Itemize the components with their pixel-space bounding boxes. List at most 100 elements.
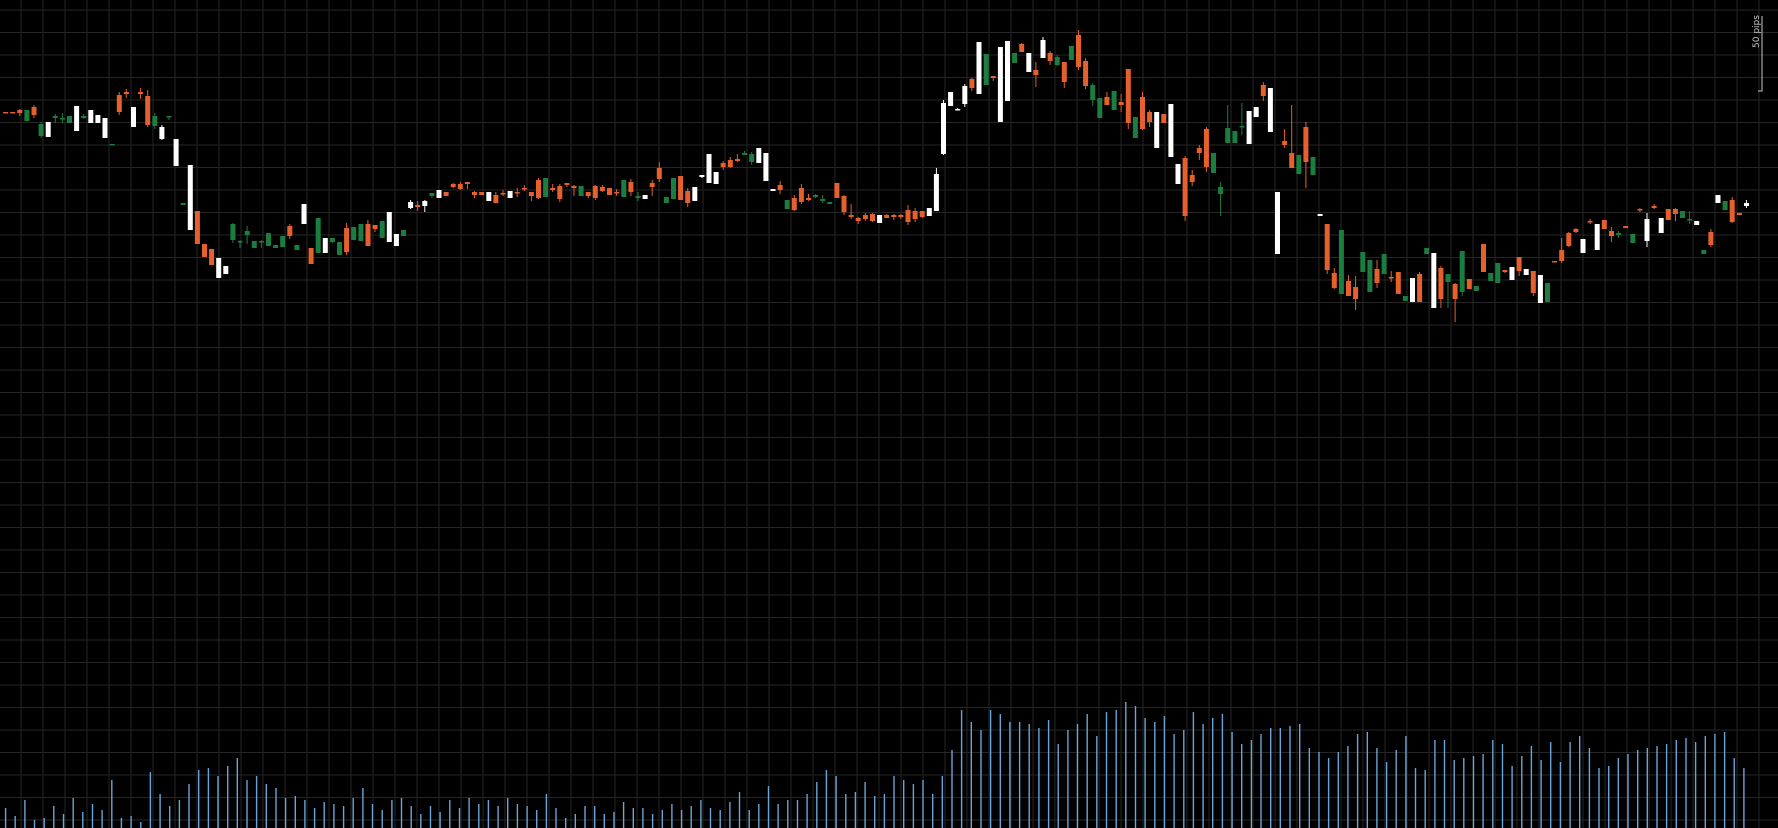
candle-body: [450, 184, 456, 187]
candle-body: [1289, 153, 1295, 168]
candle: [791, 195, 797, 211]
candle: [429, 193, 435, 198]
candle-body: [1196, 148, 1202, 153]
candle-body: [1054, 57, 1060, 65]
candle: [1189, 170, 1195, 186]
candle-body: [216, 258, 222, 278]
candle-body: [187, 165, 193, 230]
candle: [1445, 274, 1451, 308]
candle-body: [933, 174, 939, 211]
candle-body: [500, 193, 506, 195]
scale-label: 50 pips: [1752, 15, 1762, 48]
candle-body: [1545, 283, 1550, 302]
candle: [1488, 273, 1494, 281]
candle-body: [877, 215, 883, 223]
candle: [1026, 53, 1032, 72]
candle-body: [1168, 104, 1174, 157]
candle: [1530, 271, 1536, 296]
candle: [1381, 254, 1387, 274]
candle: [1438, 266, 1444, 308]
candle-body: [756, 148, 762, 163]
candle: [1665, 209, 1671, 220]
candle-body: [81, 116, 87, 118]
candle-body: [543, 178, 549, 197]
candle: [1580, 239, 1586, 253]
candle: [1701, 250, 1707, 254]
candle: [1338, 230, 1344, 294]
candle: [415, 201, 421, 211]
candle-body: [1452, 284, 1458, 299]
candle: [1211, 153, 1216, 173]
candle-body: [52, 116, 58, 118]
candle-body: [599, 187, 605, 191]
candle: [1019, 43, 1025, 52]
candle-body: [841, 196, 847, 212]
candle-body: [784, 200, 790, 209]
candle: [472, 191, 477, 198]
candle-body: [1594, 224, 1600, 250]
candle-body: [315, 218, 321, 253]
candle: [678, 176, 684, 200]
candle: [38, 122, 44, 138]
candle-body: [990, 76, 996, 78]
candle: [1296, 155, 1302, 174]
candle: [841, 195, 847, 215]
candle: [884, 214, 890, 218]
candle-body: [1232, 131, 1238, 143]
candle-body: [806, 198, 811, 200]
candle-body: [1076, 35, 1081, 67]
candle: [614, 189, 620, 196]
candle-body: [649, 183, 655, 187]
candle-body: [578, 186, 584, 196]
candle: [898, 214, 904, 219]
candle-body: [1267, 88, 1273, 132]
candle: [1253, 107, 1259, 117]
candle-body: [1552, 261, 1558, 263]
candle: [699, 175, 705, 178]
candle-body: [230, 224, 236, 240]
candle-body: [791, 198, 797, 210]
candle: [1644, 213, 1650, 247]
candle: [81, 114, 87, 119]
candle: [1083, 58, 1089, 89]
candle-body: [557, 186, 563, 199]
candle-body: [1033, 70, 1039, 75]
candle: [798, 184, 804, 204]
candle-body: [408, 202, 414, 208]
candle-body: [1026, 53, 1032, 72]
candle-body: [592, 186, 598, 198]
candle-body: [678, 176, 684, 200]
candle-body: [663, 197, 669, 203]
candle-body: [1410, 278, 1415, 302]
candle: [1317, 214, 1323, 216]
candle-body: [1331, 273, 1337, 288]
candle-body: [1672, 209, 1678, 214]
candle-body: [301, 204, 307, 224]
candle-body: [1012, 53, 1018, 63]
candle-body: [976, 42, 982, 94]
candle-body: [727, 160, 733, 167]
candle-body: [386, 212, 392, 242]
candle: [173, 139, 179, 166]
candle-body: [1374, 269, 1380, 283]
candle-body: [1083, 61, 1089, 86]
candle: [1410, 278, 1415, 302]
candle: [1275, 192, 1280, 254]
candle-body: [912, 211, 918, 219]
candle: [1203, 127, 1209, 172]
candle: [507, 191, 513, 198]
candle: [1104, 92, 1110, 105]
candle-body: [898, 215, 904, 217]
candle: [251, 241, 257, 248]
candle-body: [983, 54, 989, 85]
candle-body: [1466, 279, 1472, 289]
candle: [1516, 257, 1522, 276]
candle: [17, 109, 23, 116]
candle-body: [1616, 233, 1622, 235]
candle: [365, 220, 371, 246]
candle-body: [656, 168, 662, 179]
candle-body: [422, 201, 428, 206]
candle: [1630, 234, 1636, 243]
candle: [564, 183, 570, 187]
candle: [123, 89, 129, 98]
